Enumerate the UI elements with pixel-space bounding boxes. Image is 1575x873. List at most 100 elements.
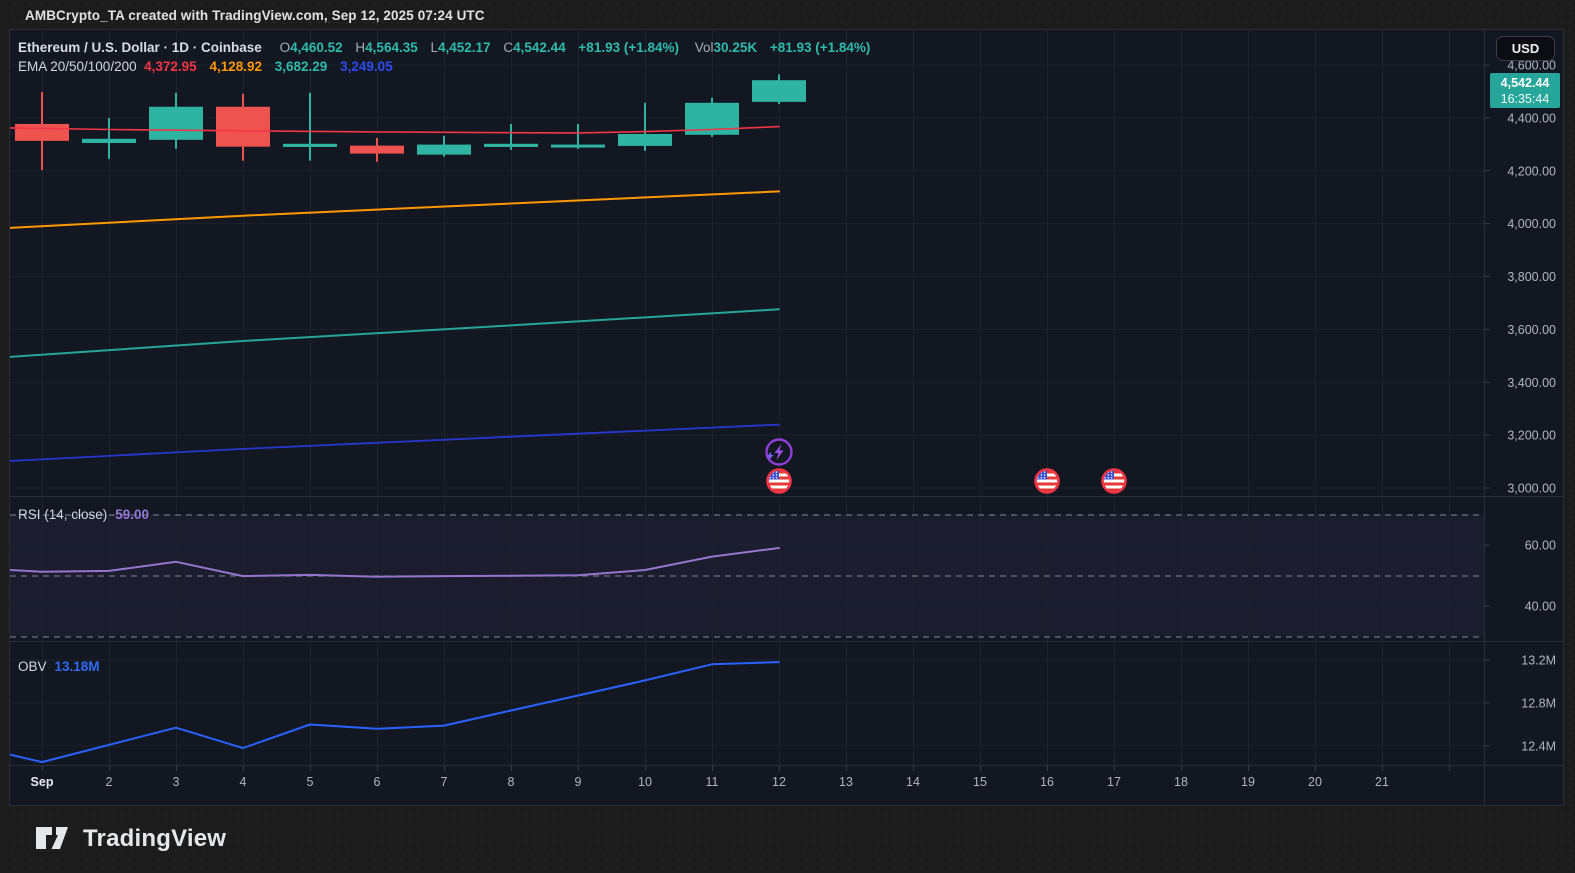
flag-star — [1043, 471, 1046, 473]
flag-star — [775, 471, 778, 473]
open-value: 4,460.52 — [290, 40, 343, 55]
time-axis-label: 14 — [906, 775, 920, 789]
rsi-axis-label: 60.00 — [1525, 539, 1556, 553]
ema-line — [10, 423, 780, 462]
rsi-axis-label: 40.00 — [1525, 600, 1556, 614]
price-axis-label: 3,400.00 — [1507, 376, 1556, 390]
flash-sparkle — [766, 451, 774, 460]
flag-star — [1110, 477, 1113, 479]
flash-event-icon[interactable] — [765, 438, 793, 466]
flag-star — [1110, 474, 1113, 476]
close-label: C — [503, 40, 514, 55]
rsi-value: 59.00 — [115, 507, 150, 522]
obv-indicator-title[interactable]: OBV — [18, 659, 47, 674]
us-flag-event-icon[interactable] — [1034, 468, 1060, 494]
time-axis-label: 20 — [1308, 775, 1322, 789]
price-axis-label: 4,200.00 — [1507, 164, 1556, 178]
ohlc-close: C4,542.44 — [503, 40, 565, 55]
candle-body — [216, 106, 270, 147]
rsi-line — [10, 547, 780, 578]
flag-stripe — [1036, 488, 1058, 492]
flag-star — [1110, 471, 1113, 473]
candle-body — [618, 134, 672, 146]
us-flag-event-icon[interactable] — [766, 468, 792, 494]
price-axis-label: 3,800.00 — [1507, 270, 1556, 284]
obv-axis-label: 12.8M — [1521, 697, 1556, 711]
flag-stripe — [768, 482, 790, 486]
currency-toggle-button[interactable]: USD — [1496, 36, 1555, 61]
flag-star — [1037, 477, 1039, 479]
tradingview-logo-icon[interactable] — [35, 824, 73, 854]
flag-art — [1103, 470, 1125, 492]
flag-star — [1043, 474, 1046, 476]
candle-body — [149, 106, 203, 140]
time-axis-label: 13 — [839, 775, 853, 789]
flag-star — [1107, 477, 1109, 479]
price-axis-label: 3,200.00 — [1507, 429, 1556, 443]
ema200-value: 3,249.05 — [340, 59, 393, 74]
candle-body — [283, 143, 337, 147]
flag-ring — [1034, 468, 1060, 494]
attribution-bar: AMBCrypto_TA created with TradingView.co… — [0, 0, 1575, 30]
main-legend: Ethereum / U.S. Dollar · 1D · Coinbase O… — [18, 38, 870, 76]
flag-stripe — [1036, 482, 1058, 486]
flag-star — [769, 477, 771, 479]
close-value: 4,542.44 — [513, 40, 566, 55]
time-axis-label: 9 — [575, 775, 582, 789]
ema100-value: 3,682.29 — [274, 59, 328, 74]
high-value: 4,564.35 — [365, 40, 418, 55]
us-flag-event-icon[interactable] — [1101, 468, 1127, 494]
candle-body — [551, 144, 605, 148]
flag-star — [775, 474, 778, 476]
flag-star — [772, 477, 774, 479]
symbol-row: Ethereum / U.S. Dollar · 1D · Coinbase O… — [18, 38, 870, 57]
ema-indicator-title[interactable]: EMA 20/50/100/200 — [18, 59, 137, 74]
low-label: L — [430, 40, 439, 55]
flag-star — [1107, 474, 1109, 476]
time-axis-label: 11 — [706, 775, 719, 789]
chart-canvas[interactable]: Sep 2 3 4 5 6 7 8 9 10 11 12 13 14 15 16 17 18 19 20 21 4,600… — [10, 30, 1563, 805]
candle-body — [484, 143, 538, 147]
flag-star — [775, 477, 778, 479]
symbol-title[interactable]: Ethereum / U.S. Dollar · 1D · Coinbase — [18, 40, 262, 55]
flag-ring — [1101, 468, 1127, 494]
flag-ring — [766, 468, 792, 494]
ema-line — [10, 308, 780, 358]
attribution-text: AMBCrypto_TA created with TradingView.co… — [25, 7, 485, 23]
time-axis-label: 10 — [638, 775, 652, 789]
obv-legend: OBV 13.18M — [18, 659, 100, 674]
ema-line — [10, 190, 780, 229]
volume-label: Vol — [694, 40, 714, 55]
rsi-indicator-title[interactable]: RSI (14, close) — [18, 507, 108, 522]
ema20-value: 4,372.95 — [144, 59, 197, 74]
time-axis-label: 8 — [508, 775, 515, 789]
flag-stripe — [1103, 488, 1125, 492]
flash-bolt — [774, 444, 784, 460]
time-axis-label: 7 — [441, 775, 448, 789]
time-axis-label: 12 — [772, 775, 786, 789]
chart-background — [10, 30, 1563, 805]
volume-value: 30.25K — [713, 40, 758, 55]
price-axis-label: 3,000.00 — [1507, 482, 1556, 496]
candle-body — [15, 123, 69, 141]
time-axis-label: 2 — [106, 775, 113, 789]
time-axis-label: 3 — [173, 775, 180, 789]
low-value: 4,452.17 — [438, 40, 491, 55]
time-axis-label: 4 — [240, 775, 247, 789]
ohlc-high: H4,564.35 — [355, 40, 417, 55]
flag-star — [1043, 477, 1046, 479]
open-label: O — [279, 40, 291, 55]
ohlc-low: L4,452.17 — [431, 40, 491, 55]
time-axis-label: 15 — [973, 775, 987, 789]
candle-body — [82, 138, 136, 143]
time-axis-label: 17 — [1107, 775, 1121, 789]
candle-body — [752, 80, 806, 102]
flag-stripe — [768, 488, 790, 492]
tradingview-logo-text[interactable]: TradingView — [83, 825, 227, 852]
price-axis-label: 4,600.00 — [1507, 59, 1556, 73]
obv-line — [10, 661, 780, 764]
chart-widget: Sep 2 3 4 5 6 7 8 9 10 11 12 13 14 15 16 17 18 19 20 21 4,600… — [10, 30, 1563, 805]
flag-star — [1104, 477, 1106, 479]
ema-row: EMA 20/50/100/200 4,372.95 4,128.92 3,68… — [18, 57, 870, 76]
obv-value: 13.18M — [54, 659, 100, 674]
